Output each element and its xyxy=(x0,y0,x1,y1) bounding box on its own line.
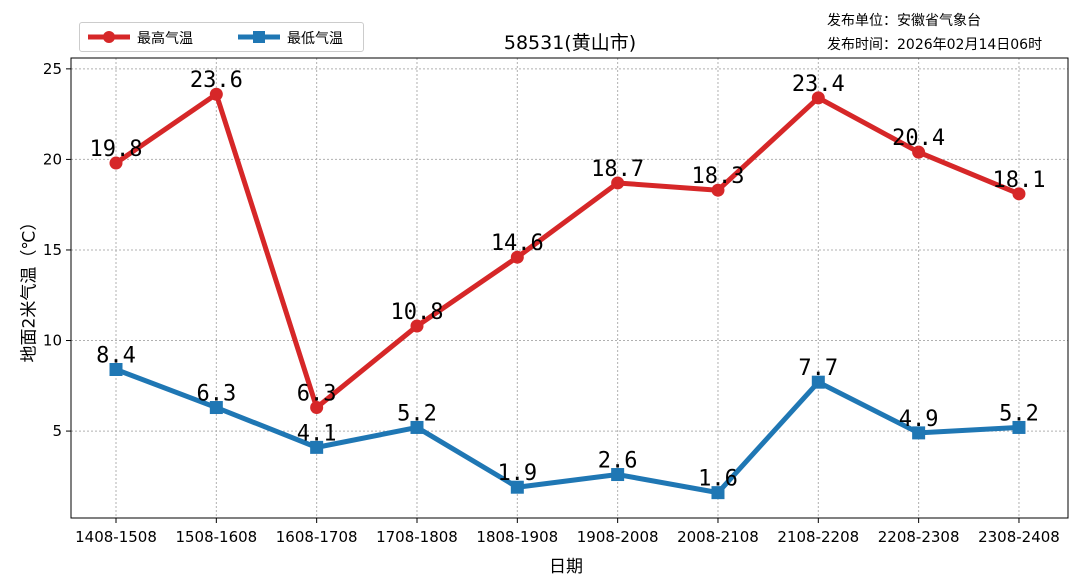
publisher-text: 发布单位：安徽省气象台 xyxy=(827,13,981,29)
data-point-max xyxy=(711,183,725,197)
data-label: 10.8 xyxy=(390,300,443,325)
series-line-max xyxy=(114,91,1020,411)
x-tick-label: 1908-2008 xyxy=(577,528,659,546)
y-tick-label: 15 xyxy=(43,241,62,259)
x-tick-label: 2008-2108 xyxy=(677,528,759,546)
data-point-max xyxy=(912,145,926,159)
x-axis-label: 日期 xyxy=(549,557,583,577)
data-label: 23.6 xyxy=(190,68,243,93)
plot-frame xyxy=(70,57,1069,519)
data-point-min xyxy=(611,468,625,482)
data-point-min xyxy=(209,401,223,415)
y-tick-label: 20 xyxy=(43,150,62,168)
series-line-min xyxy=(115,367,1020,496)
data-label: 8.4 xyxy=(96,343,136,368)
publish-time-text: 发布时间：2026年02月14日06时 xyxy=(827,37,1043,53)
data-point-min xyxy=(310,440,324,454)
data-label: 1.9 xyxy=(497,461,537,486)
data-point-max xyxy=(310,401,324,415)
x-tick-label: 1408-1508 xyxy=(75,528,157,546)
data-point-max xyxy=(611,176,625,190)
data-label: 2.6 xyxy=(598,449,638,474)
legend-label-max: 最高气温 xyxy=(137,31,193,47)
data-point-max xyxy=(1012,187,1026,201)
data-point-max xyxy=(410,319,424,333)
data-label: 23.4 xyxy=(792,72,845,97)
data-label: 6.3 xyxy=(196,382,236,407)
x-tick-label: 2108-2208 xyxy=(777,528,859,546)
x-tick-label: 1608-1708 xyxy=(276,528,358,546)
y-tick-label: 5 xyxy=(52,422,62,440)
x-tick-label: 2208-2308 xyxy=(878,528,960,546)
data-label: 4.1 xyxy=(297,421,337,446)
data-label: 5.2 xyxy=(999,401,1039,426)
data-label: 5.2 xyxy=(397,401,437,426)
chart-title: 58531(黄山市) xyxy=(503,32,637,54)
data-point-min xyxy=(912,426,926,440)
x-tick-label: 1808-1908 xyxy=(476,528,558,546)
data-label: 6.3 xyxy=(297,382,337,407)
data-point-min xyxy=(711,486,725,500)
legend-label-min: 最低气温 xyxy=(287,31,343,47)
data-point-min xyxy=(109,362,123,376)
data-point-max xyxy=(510,250,524,264)
data-point-max xyxy=(811,91,825,105)
data-label: 1.6 xyxy=(698,467,738,492)
data-label: 19.8 xyxy=(90,137,143,162)
data-point-min xyxy=(410,420,424,434)
data-point-min xyxy=(510,480,524,494)
data-label: 18.1 xyxy=(992,168,1045,193)
y-tick-label: 10 xyxy=(43,332,62,350)
y-tick-label: 25 xyxy=(43,60,62,78)
legend-marker-max xyxy=(103,31,115,43)
y-axis-label: 地面2米气温（℃） xyxy=(19,213,40,363)
data-label: 18.7 xyxy=(591,157,644,182)
data-label: 18.3 xyxy=(691,164,744,189)
data-label: 14.6 xyxy=(491,231,544,256)
x-tick-label: 1708-1808 xyxy=(376,528,458,546)
data-point-min xyxy=(811,375,825,389)
legend-marker-min xyxy=(253,31,265,43)
data-label: 20.4 xyxy=(892,126,945,151)
data-label: 7.7 xyxy=(798,356,838,381)
x-tick-label: 1508-1608 xyxy=(175,528,257,546)
data-label: 4.9 xyxy=(899,407,939,432)
data-point-max xyxy=(209,87,223,101)
data-point-max xyxy=(109,156,123,170)
x-tick-label: 2308-2408 xyxy=(978,528,1060,546)
legend: 最高气温 最低气温 xyxy=(79,22,364,52)
data-point-min xyxy=(1012,420,1026,434)
